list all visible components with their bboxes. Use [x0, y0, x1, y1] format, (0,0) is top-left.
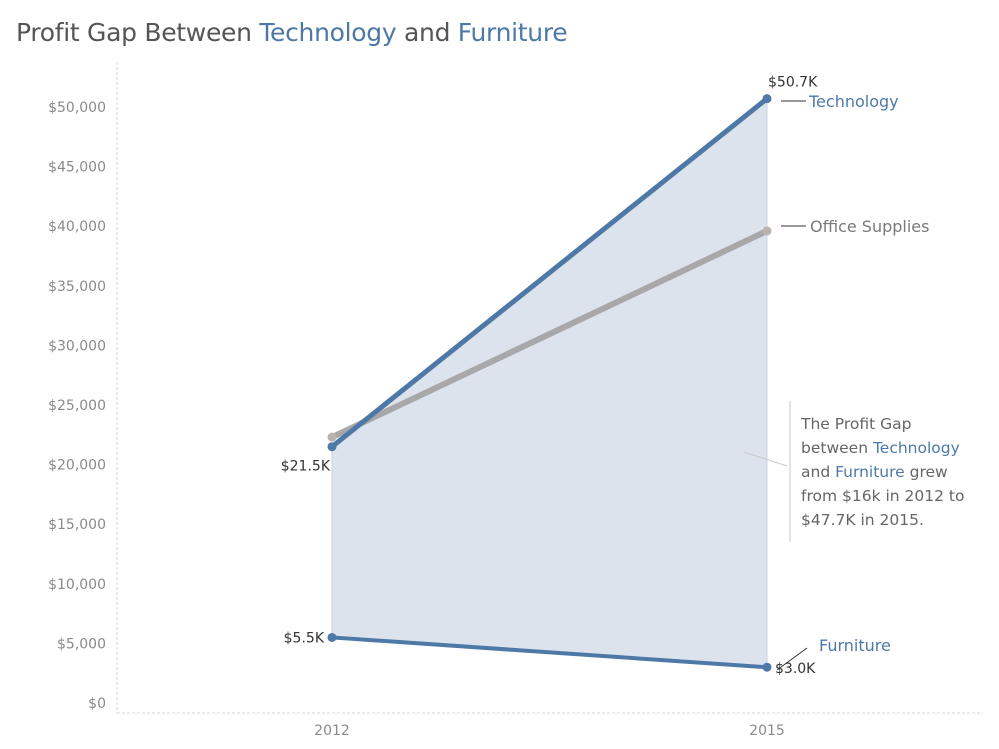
annotation-text: The Profit Gap between Technology and Fu…: [801, 412, 981, 532]
y-tick-label: $35,000: [48, 279, 106, 295]
y-tick-label: $25,000: [48, 398, 106, 414]
technology-line: [329, 96, 770, 450]
furniture-series-label: Furniture: [819, 636, 891, 655]
x-tick-label: 2015: [749, 723, 785, 739]
furniture-leader-line: [776, 647, 808, 671]
y-tick-label: $20,000: [48, 458, 106, 474]
title-technology: Technology: [259, 18, 397, 47]
technology-point-2015: [762, 94, 772, 104]
technology-point-2012: [327, 442, 337, 452]
labels-layer: $21.5K $50.7K $5.5K $3.0K Technology Office S…: [281, 75, 930, 678]
technology-series-label: Technology: [808, 92, 899, 111]
gap-area-layer: [331, 97, 768, 668]
y-tick-label: $50,000: [48, 100, 106, 116]
gap-area: [331, 97, 768, 668]
y-tick-label: $45,000: [48, 160, 106, 176]
y-tick-label: $40,000: [48, 219, 106, 235]
y-tick-label: $10,000: [48, 577, 106, 593]
axes: $0 $5,000 $10,000 $15,000 $20,000 $25,000 $30,…: [48, 62, 983, 739]
x-tick-label: 2012: [314, 723, 350, 739]
annotation-part-3: grew from $16k in 2012 to $47.7K in 2015…: [801, 463, 965, 529]
y-tick-label: $15,000: [48, 517, 106, 533]
y-tick-label: $5,000: [57, 636, 106, 652]
furniture-line: [330, 635, 769, 670]
title-furniture: Furniture: [457, 18, 568, 47]
furniture-point-2012: [327, 632, 337, 642]
annotation-furniture: Furniture: [835, 463, 905, 481]
lines-layer: [327, 94, 772, 672]
title-middle: and: [396, 18, 458, 47]
office-supplies-line: [329, 227, 770, 441]
office-supplies-series-label: Office Supplies: [810, 217, 929, 236]
annotation-part-2: and: [801, 463, 836, 481]
annotation-technology: Technology: [872, 439, 960, 457]
annotation-connector: [743, 451, 788, 467]
office-supplies-point-2012: [327, 432, 337, 442]
y-tick-label: $30,000: [48, 338, 106, 354]
furniture-label-2015: $3.0K: [775, 661, 816, 677]
technology-label-2012: $21.5K: [281, 459, 331, 475]
office-supplies-point-2015: [762, 226, 772, 236]
annotation-part-1: The Profit Gap between: [801, 415, 912, 457]
technology-label-2015: $50.7K: [768, 75, 818, 91]
furniture-label-2012: $5.5K: [284, 630, 325, 646]
chart-title: Profit Gap Between Technology and Furnit…: [16, 18, 568, 47]
title-prefix: Profit Gap Between: [16, 18, 260, 47]
y-tick-label: $0: [88, 696, 106, 712]
furniture-point-2015: [762, 662, 772, 672]
